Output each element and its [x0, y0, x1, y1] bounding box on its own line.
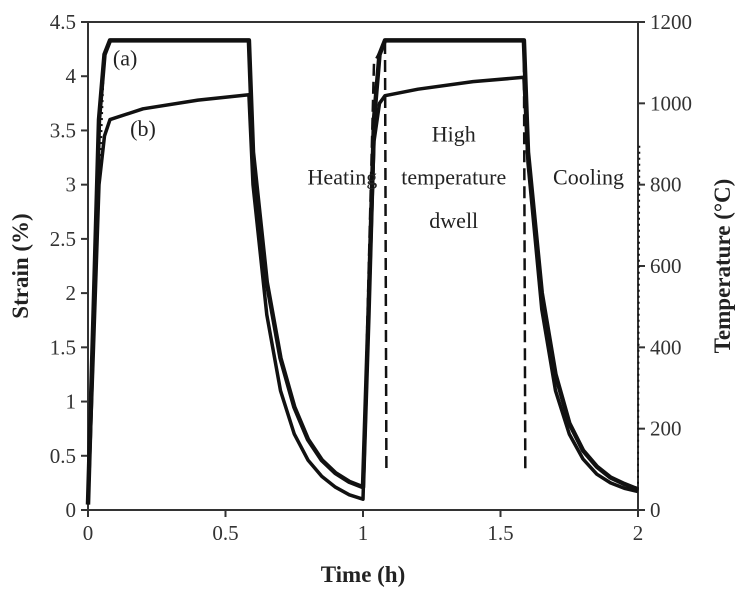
annotations: (a) (b) Heating High temperature dwell Cooling [113, 45, 624, 233]
y2-axis-ticks: 0 200 400 600 800 1000 1200 [638, 10, 692, 522]
annotation-label: (b) [130, 116, 156, 141]
y-tick-label: 1.5 [50, 335, 76, 359]
y-tick-label: 4 [66, 64, 77, 88]
x-tick-label: 1.5 [487, 521, 513, 545]
series-group [85, 38, 639, 505]
annotation-label: dwell [429, 208, 478, 233]
x-tick-label: 2 [633, 521, 644, 545]
temperature-line [361, 41, 388, 490]
annotation-label: High [432, 121, 476, 146]
y-tick-label: 0 [66, 498, 77, 522]
y-tick-label: 2.5 [50, 227, 76, 251]
temperature-group [87, 41, 641, 498]
y-tick-label: 3.5 [50, 118, 76, 142]
y-tick-label: 2 [66, 281, 77, 305]
y-tick-label: 0.5 [50, 444, 76, 468]
y-axis-ticks: 0 0.5 1 1.5 2 2.5 3 3.5 4 4.5 [50, 10, 88, 522]
y-tick-label: 3 [66, 173, 77, 197]
y-tick-label: 4.5 [50, 10, 76, 34]
y2-tick-label: 1200 [650, 10, 692, 34]
y2-tick-label: 0 [650, 498, 661, 522]
annotation-label: temperature [401, 165, 506, 190]
annotation-label: Heating [308, 165, 378, 190]
y2-tick-label: 600 [650, 254, 682, 278]
series-line-a [85, 38, 639, 505]
x-axis-ticks: 0 0.5 1 1.5 2 [83, 510, 644, 545]
annotation-label: (a) [113, 45, 137, 70]
y2-tick-label: 800 [650, 173, 682, 197]
y2-tick-label: 200 [650, 417, 682, 441]
x-tick-label: 1 [358, 521, 369, 545]
y2-tick-label: 400 [650, 335, 682, 359]
annotation-label: Cooling [553, 165, 624, 190]
y-tick-label: 1 [66, 390, 77, 414]
y2-tick-label: 1000 [650, 91, 692, 115]
y2-axis-title: Temperature (°C) [710, 179, 735, 354]
temperature-line [522, 42, 527, 470]
x-tick-label: 0.5 [212, 521, 238, 545]
temperature-line [87, 50, 106, 498]
x-axis-title: Time (h) [321, 562, 406, 587]
temperature-line [637, 143, 641, 490]
series-line-b [86, 75, 639, 505]
x-tick-label: 0 [83, 521, 94, 545]
y-axis-title: Strain (%) [8, 213, 33, 318]
